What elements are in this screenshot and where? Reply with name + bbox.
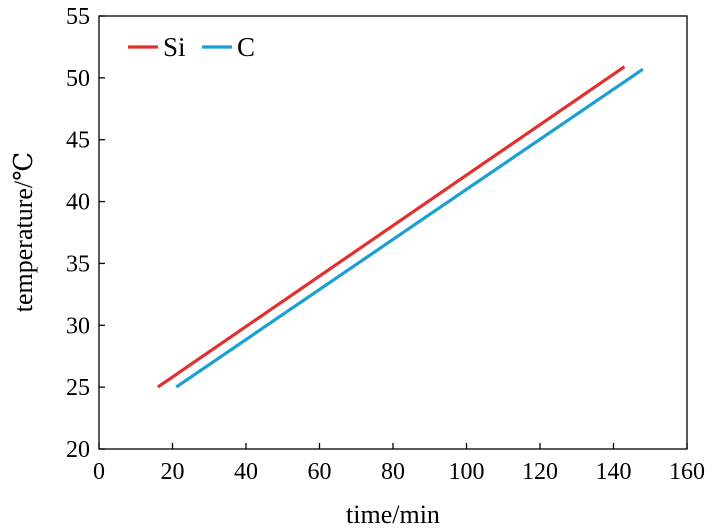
- y-tick-label: 45: [66, 128, 90, 154]
- x-tick-label: 40: [234, 459, 258, 485]
- y-tick-label: 25: [66, 375, 90, 401]
- y-tick-label: 30: [66, 313, 90, 339]
- x-tick-label: 140: [596, 459, 632, 485]
- y-axis-ticks: 20 25 30 35 40 45 50 55: [66, 4, 105, 463]
- plot-area-frame: [98, 15, 688, 450]
- x-tick-label: 60: [308, 459, 332, 485]
- y-tick-label: 35: [66, 251, 90, 277]
- x-axis-ticks: 0 20 40 60 80 100 120 140 160: [93, 443, 705, 485]
- series-line-c: [175, 67, 644, 389]
- y-axis-label: temperature/℃: [9, 152, 38, 312]
- x-axis-label: time/min: [346, 500, 440, 529]
- legend-label-c: C: [237, 32, 255, 62]
- x-tick-label: 100: [449, 459, 485, 485]
- x-tick-label: 160: [669, 459, 705, 485]
- y-tick-label: 50: [66, 66, 90, 92]
- x-tick-label: 120: [522, 459, 558, 485]
- x-tick-label: 0: [93, 459, 105, 485]
- x-tick-label: 20: [161, 459, 185, 485]
- legend-label-si: Si: [163, 32, 186, 62]
- legend: Si C: [128, 32, 255, 62]
- y-tick-label: 40: [66, 190, 90, 216]
- series-lines: [156, 65, 644, 389]
- y-tick-label: 55: [66, 4, 90, 30]
- y-tick-label: 20: [66, 437, 90, 463]
- x-tick-label: 80: [381, 459, 405, 485]
- series-line-si: [156, 65, 626, 389]
